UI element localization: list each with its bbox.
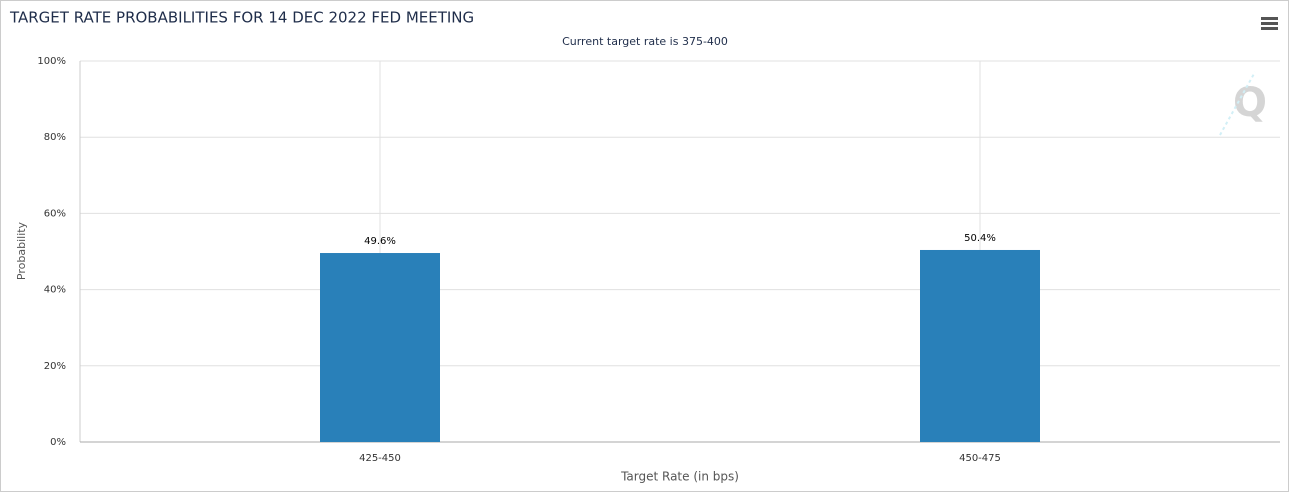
x-axis-title: Target Rate (in bps)	[620, 470, 739, 484]
x-tick-label: 450-475	[959, 453, 1001, 464]
value-label: 49.6%	[364, 236, 396, 247]
menu-bar	[1261, 22, 1278, 25]
y-tick-label: 60%	[44, 208, 66, 219]
value-label: 50.4%	[964, 233, 996, 244]
y-tick-label: 20%	[44, 361, 66, 372]
y-axis-title: Probability	[15, 221, 28, 280]
chart-title: TARGET RATE PROBABILITIES FOR 14 DEC 202…	[9, 9, 474, 27]
y-tick-label: 80%	[44, 132, 66, 143]
watermark-letter: Q	[1233, 80, 1267, 126]
menu-bar	[1261, 27, 1278, 30]
x-tick-label: 425-450	[359, 453, 401, 464]
chart-subtitle: Current target rate is 375-400	[562, 35, 728, 48]
bar	[320, 253, 440, 442]
y-tick-label: 100%	[37, 56, 66, 67]
watermark-stroke	[1219, 71, 1256, 136]
y-tick-label: 0%	[50, 437, 66, 448]
menu-bar	[1261, 17, 1278, 20]
watermark: Q	[1219, 71, 1267, 136]
menu-icon[interactable]	[1261, 17, 1278, 30]
y-tick-label: 40%	[44, 285, 66, 296]
bar	[920, 249, 1040, 442]
